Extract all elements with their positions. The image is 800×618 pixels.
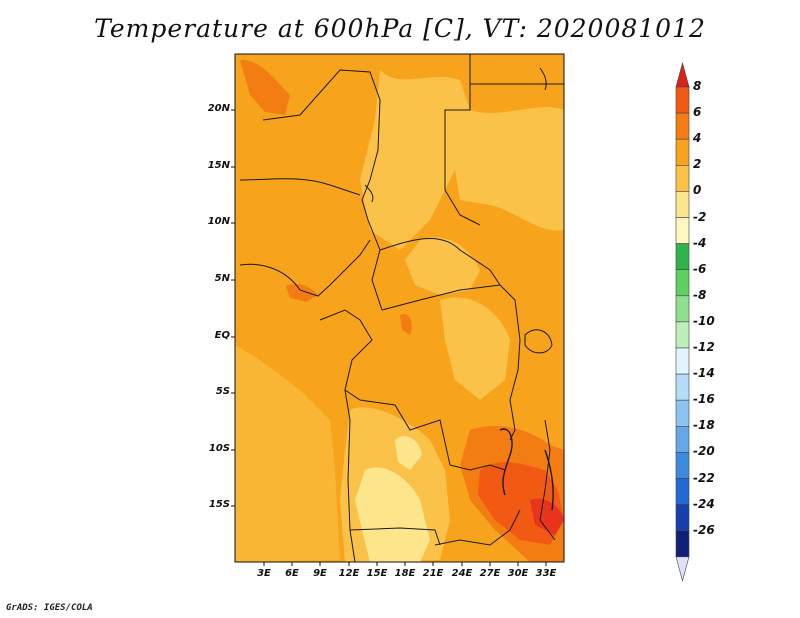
lake-tanganyika [499, 428, 513, 496]
lon-label-27e: 27E [479, 568, 501, 579]
lat-label-15n: 15N [207, 160, 230, 171]
colorbar-label: -6 [693, 261, 707, 276]
field-peak-8 [530, 498, 564, 535]
lon-label-9e: 9E [313, 568, 327, 579]
border-car-congo [381, 284, 521, 341]
field-sudan-0to2 [455, 107, 564, 231]
field-patch-minus2to0 [395, 435, 422, 470]
colorbar-swatch [675, 243, 690, 271]
border-angola-coast [344, 389, 356, 562]
colorbar-label: 6 [693, 105, 702, 120]
colorbar-label: 0 [693, 183, 702, 198]
colorbar-label: -18 [693, 418, 715, 433]
temperature-field [235, 54, 564, 562]
lon-label-33e: 33E [535, 568, 557, 579]
colorbar-swatch [675, 138, 690, 166]
border-drc-angola-zambia [344, 389, 506, 471]
field-angola-minus2to0 [355, 467, 430, 562]
colorbar-swatch [675, 425, 690, 453]
colorbar-swatch [675, 452, 690, 479]
border-malawi-mozambique [539, 419, 556, 541]
nile-delta [539, 67, 547, 91]
lon-label-6e: 6E [285, 568, 299, 579]
lat-ticks [231, 109, 235, 507]
colorbar-swatch [675, 399, 690, 427]
field-atlantic-0to2 [235, 345, 340, 562]
colorbar-swatch [675, 191, 690, 218]
field-patch-4to6 [400, 314, 412, 335]
border-algeria-niger [262, 69, 381, 181]
lat-label-10s: 10S [208, 443, 230, 454]
border-gabon-congo [319, 309, 373, 391]
field-sahara-0to2 [360, 70, 470, 250]
colorbar-label: -8 [693, 287, 707, 302]
lon-label-18e: 18E [394, 568, 416, 579]
colorbar-swatch [675, 165, 690, 192]
border-niger-nigeria [239, 178, 361, 196]
colorbar-swatch [675, 373, 690, 401]
lon-label-30e: 30E [507, 568, 529, 579]
lake-malawi [544, 449, 554, 511]
colorbar-label: -16 [693, 392, 715, 407]
colorbar-label: -14 [693, 366, 715, 381]
colorbar-swatch [675, 217, 690, 244]
lon-label-24e: 24E [451, 568, 473, 579]
lon-label-3e: 3E [257, 568, 271, 579]
lon-label-15e: 15E [366, 568, 388, 579]
colorbar-label: -22 [693, 470, 715, 485]
border-zambia-south [434, 509, 521, 546]
grads-credit: GrADS: IGES/COLA [6, 603, 93, 613]
colorbar-top-arrow [675, 61, 690, 88]
lon-ticks [263, 562, 547, 566]
colorbar-swatch [675, 295, 690, 323]
field-east-congo-0to2 [440, 297, 510, 400]
lake-chad [364, 184, 374, 203]
lat-label-20n: 20N [207, 103, 230, 114]
colorbar-bottom-arrow [675, 556, 690, 582]
colorbar-swatch [675, 504, 690, 532]
colorbar-label: -20 [693, 444, 715, 459]
colorbar-label: -24 [693, 496, 715, 511]
lon-label-21e: 21E [422, 568, 444, 579]
border-drc-tanzania [509, 339, 521, 441]
colorbar-label: -4 [693, 235, 707, 250]
field-north-4to6 [240, 59, 290, 115]
colorbar-label: -12 [693, 340, 715, 354]
colorbar-swatch [675, 269, 690, 297]
colorbar-label: -10 [693, 313, 715, 328]
country-borders [239, 54, 564, 562]
lake-victoria [524, 329, 553, 354]
lat-label-10n: 10N [207, 216, 230, 227]
colorbar-swatch [675, 347, 690, 375]
colorbar-label: -2 [693, 209, 707, 224]
map-frame [234, 53, 565, 563]
colorbar-swatch [675, 112, 690, 140]
field-car-0to2 [405, 237, 480, 295]
border-car [379, 237, 501, 286]
colorbar-swatch [675, 478, 690, 505]
colorbar-label: 4 [693, 131, 702, 146]
colorbar-swatch [675, 530, 690, 558]
colorbar-swatch [675, 86, 690, 114]
colorbar-label: 2 [693, 157, 702, 172]
colorbar [675, 61, 690, 582]
lat-label-15s: 15S [208, 499, 230, 510]
border-nigeria-coast [239, 239, 371, 297]
colorbar-label: 8 [693, 79, 702, 93]
lon-label-12e: 12E [338, 568, 360, 579]
colorbar-swatch [675, 321, 690, 349]
lat-label-eq: EQ [214, 330, 230, 341]
chart-title: Temperature at 600hPa [C], VT: 202008101… [94, 14, 706, 43]
field-coast-4to6 [286, 283, 318, 302]
border-chad-cameroon [361, 179, 383, 311]
border-libya-chad-sudan [444, 54, 481, 226]
border-angola-namibia [349, 527, 441, 546]
lat-label-5s: 5S [215, 386, 230, 397]
lat-label-5n: 5N [214, 273, 230, 284]
colorbar-label: -26 [693, 522, 715, 537]
